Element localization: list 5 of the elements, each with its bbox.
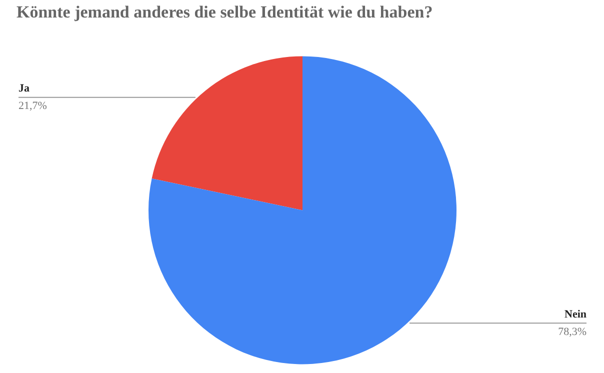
chart-title: Könnte jemand anderes die selbe Identität wie du haben?: [16, 2, 433, 22]
slice-label: Ja: [18, 82, 30, 95]
slice-label: Nein: [564, 308, 586, 320]
data-label: 21,7%: [18, 100, 47, 112]
data-label: 78,3%: [558, 326, 587, 338]
